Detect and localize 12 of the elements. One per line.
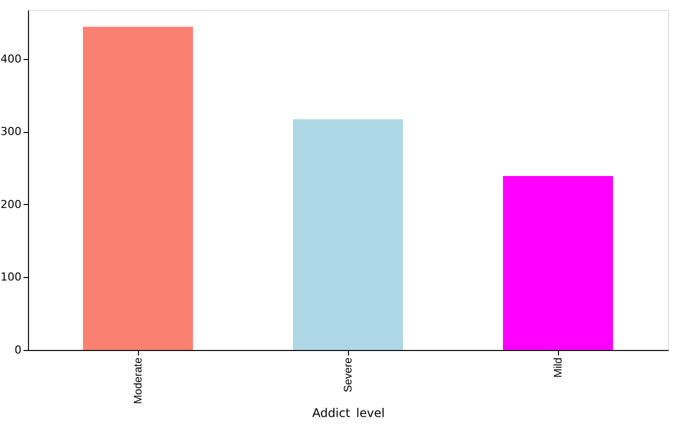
x-axis-title: Addict_level: [312, 406, 385, 420]
y-tick-label: 200: [0, 198, 22, 211]
y-tick-label: 400: [0, 52, 22, 66]
bar: [83, 26, 193, 350]
x-tick-label: Mild: [552, 358, 564, 378]
y-tick-label: 0: [14, 344, 22, 356]
y-tick-label: 100: [0, 270, 22, 284]
y-tick-label: 300: [0, 125, 22, 138]
x-tick-label: Severe: [342, 358, 354, 392]
bar: [503, 176, 613, 350]
x-tick-label: Moderate: [132, 358, 144, 404]
bar: [293, 119, 403, 350]
